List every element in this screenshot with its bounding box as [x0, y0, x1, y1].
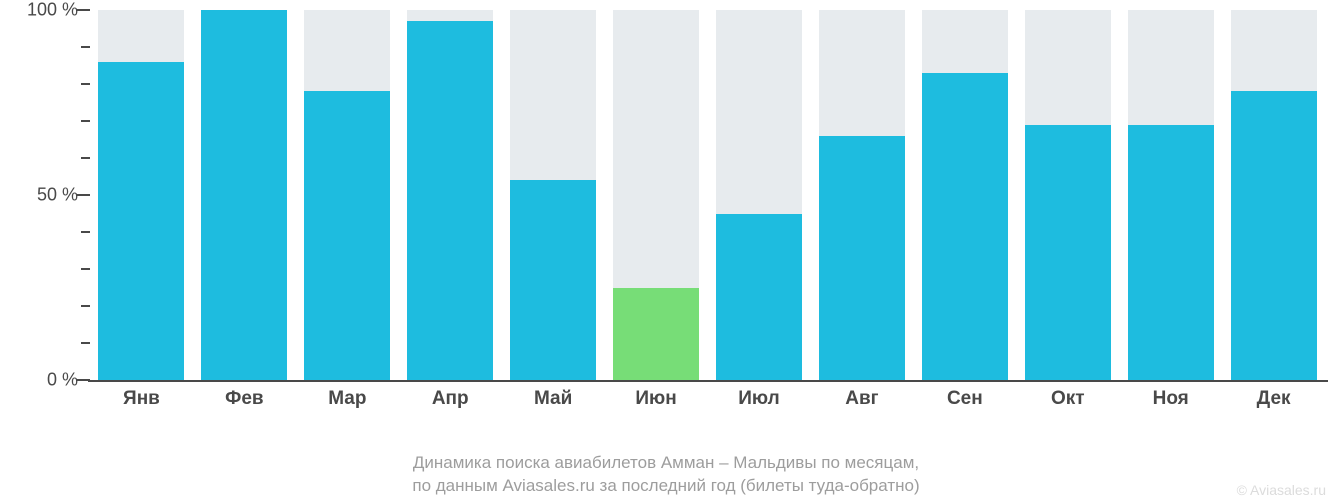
- x-axis-label: Янв: [90, 384, 193, 410]
- y-axis-tick-major: [76, 9, 90, 11]
- y-axis-tick-minor: [81, 120, 90, 122]
- x-axis-label: Ноя: [1119, 384, 1222, 410]
- x-axis-label: Май: [502, 384, 605, 410]
- chart-caption: Динамика поиска авиабилетов Амман – Маль…: [0, 452, 1332, 498]
- x-axis-label: Фев: [193, 384, 296, 410]
- y-axis-tick-major: [76, 194, 90, 196]
- bar-slot: [90, 0, 193, 410]
- bar-slot: [296, 0, 399, 410]
- x-axis-label: Сен: [913, 384, 1016, 410]
- bar-slot: [1016, 0, 1119, 410]
- y-axis-label: 50 %: [37, 185, 78, 206]
- bar-fill: [1231, 91, 1317, 380]
- plot-area: [90, 0, 1325, 410]
- watermark: © Aviasales.ru: [1237, 482, 1326, 498]
- chart-container: 0 % 50 % 100 % ЯнвФевМарАпрМайИюнИюлАвгСен…: [0, 0, 1332, 502]
- x-axis-label: Дек: [1222, 384, 1325, 410]
- bar-slot: [605, 0, 708, 410]
- y-axis-label: 0 %: [47, 370, 78, 391]
- y-axis-tick-minor: [81, 305, 90, 307]
- y-axis-label: 100 %: [27, 0, 78, 21]
- x-axis-label: Авг: [810, 384, 913, 410]
- bar-fill: [201, 10, 287, 380]
- x-axis-labels: ЯнвФевМарАпрМайИюнИюлАвгСенОктНояДек: [90, 384, 1325, 410]
- bar-slot: [1222, 0, 1325, 410]
- x-axis-baseline: [88, 380, 1328, 382]
- y-axis-tick-minor: [81, 83, 90, 85]
- bar-fill: [98, 62, 184, 380]
- bar-slot: [708, 0, 811, 410]
- bar-slot: [1119, 0, 1222, 410]
- bar-fill: [304, 91, 390, 380]
- x-axis-label: Мар: [296, 384, 399, 410]
- bar-fill: [716, 214, 802, 381]
- y-axis-tick-minor: [81, 231, 90, 233]
- y-axis-tick-minor: [81, 268, 90, 270]
- caption-line-1: Динамика поиска авиабилетов Амман – Маль…: [413, 453, 919, 472]
- bar-slot: [810, 0, 913, 410]
- bar-fill: [819, 136, 905, 380]
- caption-line-2: по данным Aviasales.ru за последний год …: [412, 476, 919, 495]
- x-axis-label: Апр: [399, 384, 502, 410]
- y-axis-tick-minor: [81, 342, 90, 344]
- y-axis-tick-minor: [81, 46, 90, 48]
- bar-fill: [510, 180, 596, 380]
- y-axis-tick-minor: [81, 157, 90, 159]
- bar-fill: [613, 288, 699, 381]
- x-axis-label: Окт: [1016, 384, 1119, 410]
- watermark-text: © Aviasales.ru: [1237, 482, 1326, 498]
- bars-group: [90, 0, 1325, 410]
- x-axis-label: Июн: [605, 384, 708, 410]
- bar-fill: [1128, 125, 1214, 380]
- bar-fill: [922, 73, 1008, 380]
- bar-slot: [193, 0, 296, 410]
- y-axis: 0 % 50 % 100 %: [0, 0, 90, 410]
- bar-slot: [399, 0, 502, 410]
- bar-fill: [1025, 125, 1111, 380]
- bar-fill: [407, 21, 493, 380]
- bar-slot: [913, 0, 1016, 410]
- bar-slot: [502, 0, 605, 410]
- x-axis-label: Июл: [708, 384, 811, 410]
